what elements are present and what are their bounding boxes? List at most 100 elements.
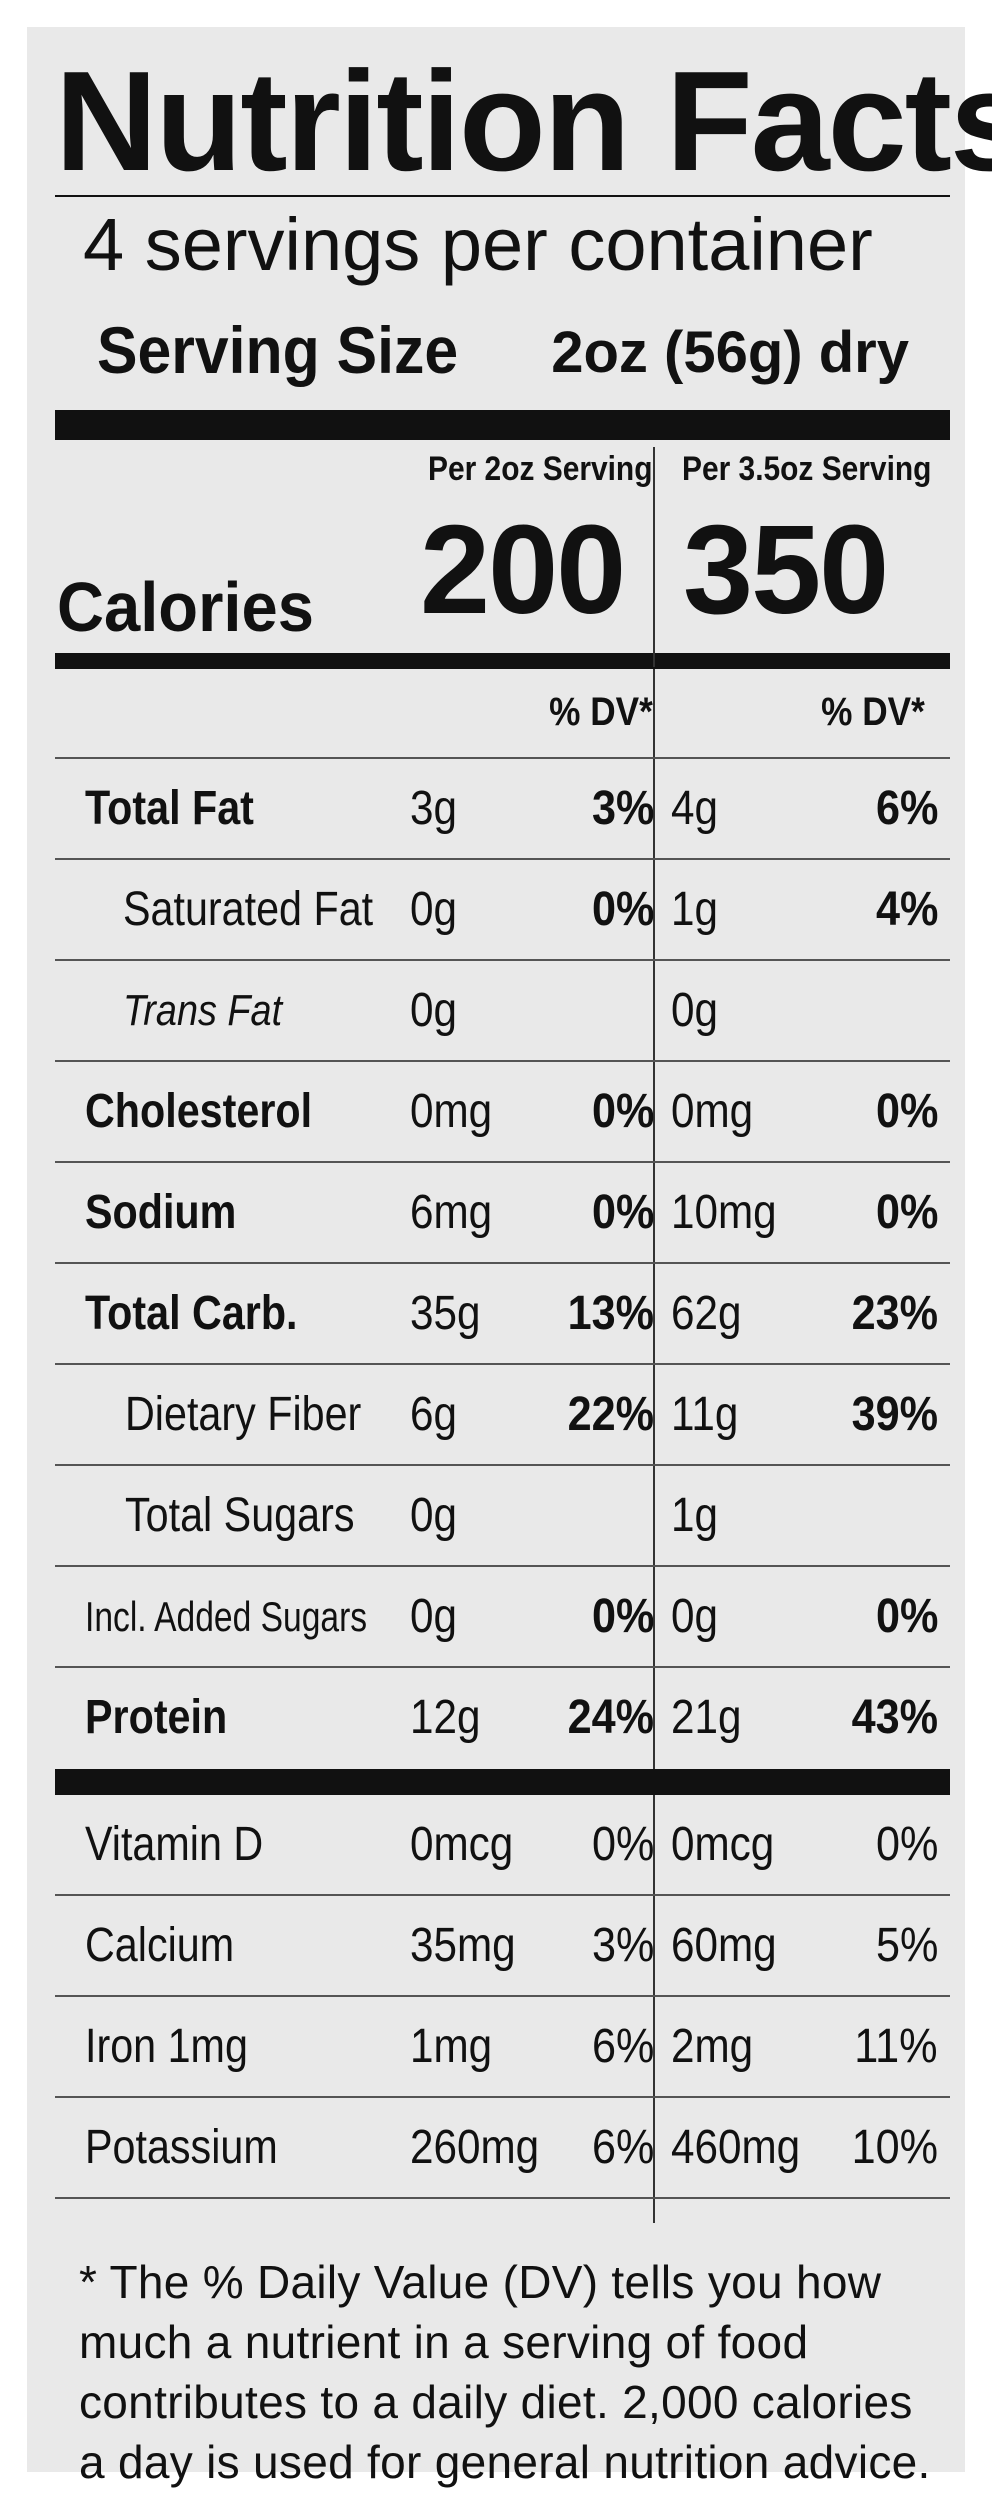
vitamin-name: Calcium <box>85 1919 235 1972</box>
calories-col2: 350 <box>683 499 889 640</box>
nutrient-dv-col2: 4% <box>875 883 938 936</box>
vitamin-dv-col2: 11% <box>854 2020 938 2073</box>
nutrient-name: Sodium <box>85 1186 237 1239</box>
nutrient-name: Cholesterol <box>85 1085 313 1138</box>
serving-size-label: Serving Size <box>97 313 459 387</box>
vitamin-amount-col1: 0mcg <box>410 1818 514 1871</box>
vitamin-name: Potassium <box>85 2121 278 2174</box>
row-divider <box>55 757 950 759</box>
nutrient-amount-col1: 0g <box>410 1489 457 1542</box>
nutrient-row-added-sugars: Incl. Added Sugars 0g 0% 0g 0% <box>55 1567 950 1666</box>
col1-header: Per 2oz Serving <box>428 450 653 488</box>
row-divider <box>55 1666 950 1668</box>
nutrient-row-trans-fat: Trans Fat 0g 0g <box>55 961 950 1060</box>
nutrient-dv-col1: 0% <box>591 1186 654 1239</box>
nutrient-dv-col1: 22% <box>567 1388 654 1441</box>
label-title: Nutrition Facts <box>55 42 992 201</box>
vitamin-dv-col1: 0% <box>591 1818 654 1871</box>
nutrient-name: Total Sugars <box>125 1489 355 1542</box>
dv-header-col1: % DV* <box>549 690 653 734</box>
thick-rule-calories <box>55 653 950 669</box>
nutrient-dv-col1: 0% <box>591 883 654 936</box>
nutrient-dv-col2: 0% <box>875 1085 938 1138</box>
nutrient-dv-col2: 6% <box>875 782 938 835</box>
row-divider <box>55 1363 950 1365</box>
nutrient-amount-col1: 0mg <box>410 1085 493 1138</box>
nutrient-dv-col2: 39% <box>851 1388 938 1441</box>
nutrient-dv-col1: 0% <box>591 1085 654 1138</box>
vitamin-row-calcium: Calcium 35mg 3% 60mg 5% <box>55 1896 950 1995</box>
row-divider <box>55 1060 950 1062</box>
vitamin-row-iron: Iron 1mg 1mg 6% 2mg 11% <box>55 1997 950 2096</box>
nutrient-amount-col2: 1g <box>671 883 718 936</box>
vitamin-name: Vitamin D <box>85 1818 264 1871</box>
nutrient-amount-col2: 10mg <box>671 1186 777 1239</box>
nutrient-row-total-sugars: Total Sugars 0g 1g <box>55 1466 950 1565</box>
nutrient-amount-col2: 21g <box>671 1691 742 1744</box>
nutrient-name: Trans Fat <box>123 986 283 1035</box>
nutrient-amount-col1: 0g <box>410 1590 457 1643</box>
vitamin-name: Iron 1mg <box>85 2020 248 2073</box>
title-rule <box>55 195 950 197</box>
nutrient-dv-col2: 0% <box>875 1590 938 1643</box>
nutrient-amount-col1: 12g <box>410 1691 481 1744</box>
row-divider <box>55 858 950 860</box>
vitamin-amount-col1: 1mg <box>410 2020 493 2073</box>
nutrient-dv-col2: 0% <box>875 1186 938 1239</box>
nutrient-name: Saturated Fat <box>123 883 374 936</box>
nutrient-dv-col1: 3% <box>591 782 654 835</box>
nutrient-amount-col2: 0mg <box>671 1085 754 1138</box>
row-divider <box>55 1565 950 1567</box>
vitamin-dv-col1: 6% <box>591 2121 654 2174</box>
nutrient-name: Total Fat <box>85 782 254 835</box>
nutrient-row-sodium: Sodium 6mg 0% 10mg 0% <box>55 1163 950 1262</box>
row-divider <box>55 1894 950 1896</box>
nutrient-amount-col2: 62g <box>671 1287 742 1340</box>
nutrient-dv-col1: 24% <box>567 1691 654 1744</box>
vitamin-amount-col1: 35mg <box>410 1919 516 1972</box>
vitamin-row-potassium: Potassium 260mg 6% 460mg 10% <box>55 2098 950 2197</box>
col2-header: Per 3.5oz Serving <box>682 450 932 488</box>
vitamin-dv-col1: 6% <box>591 2020 654 2073</box>
nutrient-amount-col2: 0g <box>671 1590 718 1643</box>
nutrient-amount-col2: 0g <box>671 984 718 1037</box>
vitamin-dv-col2: 0% <box>875 1818 938 1871</box>
row-divider <box>55 959 950 961</box>
serving-size-value: 2oz (56g) dry <box>551 320 909 385</box>
calories-label: Calories <box>57 568 314 646</box>
nutrient-row-protein: Protein 12g 24% 21g 43% <box>55 1668 950 1767</box>
nutrient-name: Dietary Fiber <box>125 1388 362 1441</box>
nutrient-row-total-carb: Total Carb. 35g 13% 62g 23% <box>55 1264 950 1363</box>
nutrient-amount-col1: 6g <box>410 1388 457 1441</box>
nutrient-dv-col2: 43% <box>851 1691 938 1744</box>
nutrient-name: Total Carb. <box>85 1287 298 1340</box>
nutrient-amount-col1: 6mg <box>410 1186 493 1239</box>
nutrient-name: Protein <box>85 1691 228 1744</box>
nutrient-amount-col2: 4g <box>671 782 718 835</box>
vitamin-amount-col2: 460mg <box>671 2121 801 2174</box>
dv-header-col2: % DV* <box>821 690 925 734</box>
column-divider-nutrients <box>653 669 655 1769</box>
nutrient-row-dietary-fiber: Dietary Fiber 6g 22% 11g 39% <box>55 1365 950 1464</box>
vitamin-amount-col2: 2mg <box>671 2020 754 2073</box>
thick-rule-top <box>55 410 950 440</box>
nutrient-name: Incl. Added Sugars <box>85 1593 368 1640</box>
nutrition-facts-panel: Nutrition Facts 4 servings per container… <box>27 27 992 2488</box>
nutrient-amount-col1: 0g <box>410 883 457 936</box>
nutrient-amount-col1: 3g <box>410 782 457 835</box>
vitamin-amount-col2: 0mcg <box>671 1818 775 1871</box>
vitamin-amount-col1: 260mg <box>410 2121 540 2174</box>
thick-rule-vitamins <box>55 1769 950 1795</box>
column-divider-vitamins <box>653 1793 655 2223</box>
nutrient-amount-col1: 0g <box>410 984 457 1037</box>
vitamin-amount-col2: 60mg <box>671 1919 777 1972</box>
servings-per-container: 4 servings per container <box>83 203 873 286</box>
row-divider <box>55 2197 950 2199</box>
nutrient-amount-col1: 35g <box>410 1287 481 1340</box>
row-divider <box>55 2096 950 2098</box>
nutrient-dv-col1: 0% <box>591 1590 654 1643</box>
nutrient-dv-col2: 23% <box>851 1287 938 1340</box>
vitamin-row-vitamin-d: Vitamin D 0mcg 0% 0mcg 0% <box>55 1795 950 1894</box>
row-divider <box>55 1995 950 1997</box>
row-divider <box>55 1161 950 1163</box>
